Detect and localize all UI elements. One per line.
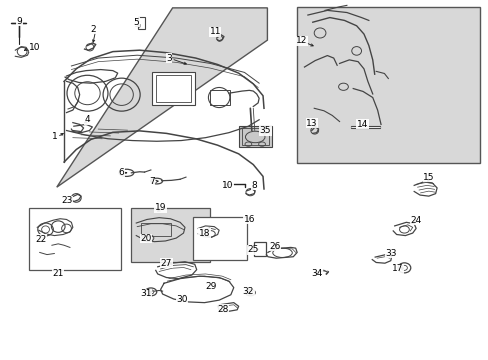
Bar	[156, 75, 190, 102]
Text: 28: 28	[216, 305, 228, 314]
Text: 24: 24	[409, 216, 421, 225]
Text: 10: 10	[221, 181, 233, 190]
Polygon shape	[57, 8, 267, 187]
Text: 16: 16	[243, 215, 255, 224]
Text: 32: 32	[242, 287, 254, 296]
Text: 29: 29	[205, 282, 217, 291]
Bar	[254, 242, 266, 256]
Text: 9: 9	[16, 17, 22, 26]
Text: 21: 21	[52, 269, 64, 278]
Bar	[193, 217, 246, 260]
Text: 30: 30	[176, 294, 187, 303]
Polygon shape	[350, 126, 379, 128]
Text: 4: 4	[84, 115, 90, 124]
Text: 19: 19	[155, 203, 166, 212]
Bar	[138, 17, 145, 29]
Text: 20: 20	[140, 234, 151, 243]
Text: 11: 11	[209, 27, 221, 36]
Text: 1: 1	[52, 132, 58, 141]
Bar	[241, 129, 268, 145]
Text: 22: 22	[35, 235, 46, 244]
Text: 3: 3	[166, 54, 171, 63]
Text: 35: 35	[259, 126, 271, 135]
Text: 27: 27	[161, 259, 172, 268]
Text: 7: 7	[149, 176, 154, 185]
Bar	[297, 7, 479, 163]
Text: 33: 33	[384, 249, 396, 258]
Bar	[152, 72, 194, 105]
Bar	[29, 208, 121, 270]
Text: 13: 13	[305, 119, 317, 128]
Text: 25: 25	[247, 246, 259, 255]
Text: 31: 31	[140, 289, 151, 298]
Text: 8: 8	[251, 181, 257, 190]
Text: 18: 18	[198, 229, 210, 238]
Text: 12: 12	[296, 36, 307, 45]
Text: 2: 2	[90, 25, 96, 34]
Text: 10: 10	[29, 43, 41, 52]
Text: 6: 6	[119, 168, 124, 177]
Bar	[131, 208, 210, 262]
Bar	[238, 126, 271, 147]
Text: 15: 15	[422, 173, 434, 182]
Text: 5: 5	[133, 18, 139, 27]
Text: 34: 34	[310, 269, 322, 278]
Text: 23: 23	[61, 196, 73, 205]
Bar	[141, 223, 171, 235]
Text: 14: 14	[356, 120, 367, 129]
Text: 17: 17	[391, 265, 403, 274]
Bar	[210, 90, 229, 105]
Text: 26: 26	[268, 242, 280, 251]
